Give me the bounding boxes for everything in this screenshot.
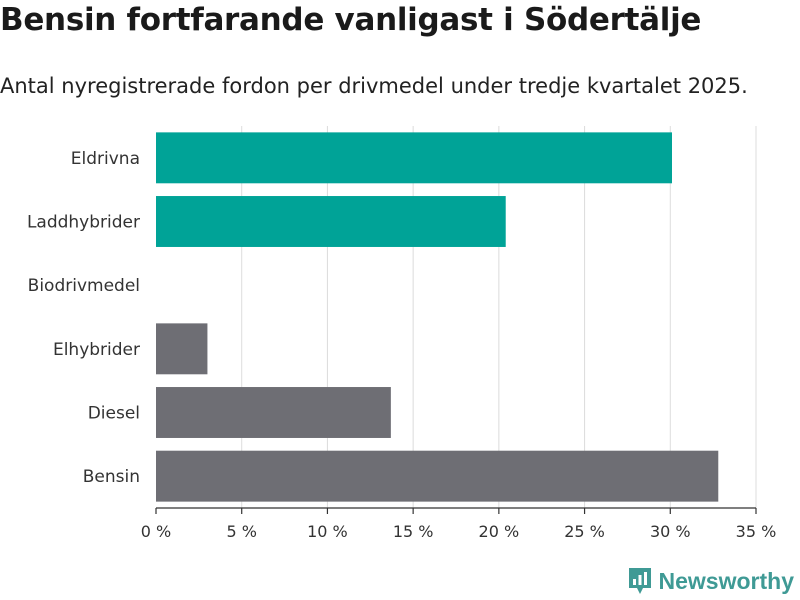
- x-tick-label-1: 5 %: [226, 522, 256, 541]
- category-label-eldrivna: Eldrivna: [71, 149, 140, 169]
- category-label-laddhybrider: Laddhybrider: [27, 213, 140, 233]
- bar-bensin: [156, 450, 719, 502]
- bar-diesel: [156, 387, 391, 438]
- x-tick-label-0: 0 %: [141, 522, 171, 541]
- x-tick-label-5: 25 %: [564, 522, 605, 541]
- category-label-elhybrider: Elhybrider: [53, 340, 140, 360]
- category-label-diesel: Diesel: [88, 404, 140, 424]
- x-tick-label-3: 15 %: [393, 522, 434, 541]
- chart-subtitle: Antal nyregistrerade fordon per drivmede…: [0, 74, 748, 98]
- bar-elhybrider: [156, 323, 208, 375]
- category-label-bensin: Bensin: [83, 467, 140, 487]
- bar-laddhybrider: [156, 196, 506, 247]
- x-tick-label-6: 30 %: [650, 522, 691, 541]
- x-tick-label-2: 10 %: [307, 522, 348, 541]
- chart-title: Bensin fortfarande vanligast i Södertälj…: [0, 2, 702, 38]
- newsworthy-logo: Newsworthy: [627, 566, 794, 596]
- category-label-biodrivmedel: Biodrivmedel: [28, 276, 140, 296]
- newsworthy-logo-text: Newsworthy: [658, 567, 794, 594]
- bar-eldrivna: [156, 132, 672, 184]
- newsworthy-logo-icon: [628, 568, 651, 594]
- x-tick-label-4: 20 %: [479, 522, 520, 541]
- x-tick-label-7: 35 %: [736, 522, 777, 541]
